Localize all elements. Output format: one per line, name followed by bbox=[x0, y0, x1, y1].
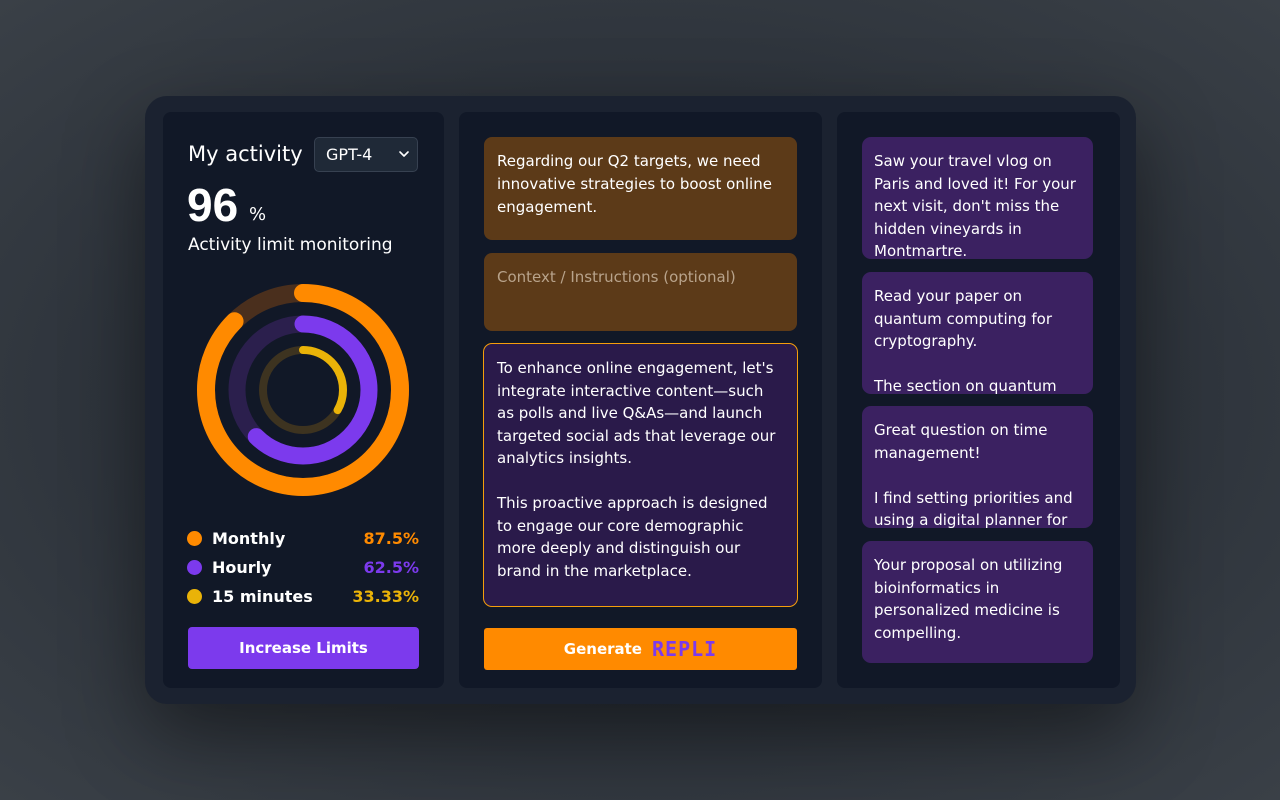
activity-percent-sign: % bbox=[249, 204, 267, 225]
message-text: I find setting priorities and using a di… bbox=[874, 488, 1073, 529]
model-select-value: GPT-4 bbox=[326, 145, 373, 164]
legend-row-hourly: Hourly 62.5% bbox=[187, 553, 419, 582]
legend-row-15-minutes: 15 minutes 33.33% bbox=[187, 582, 419, 611]
legend-label: 15 minutes bbox=[212, 587, 313, 606]
activity-percent: 96 bbox=[187, 179, 239, 231]
reply-output[interactable]: To enhance online engagement, let's inte… bbox=[483, 343, 798, 607]
message-text: Read your paper on quantum computing for… bbox=[874, 287, 1053, 350]
message-text: The section on quantum key distribution … bbox=[874, 377, 1057, 394]
activity-panel: My activity GPT-4 96 % Activity limit mo… bbox=[163, 112, 444, 688]
activity-title: My activity bbox=[188, 142, 303, 166]
chevron-down-icon bbox=[399, 151, 409, 157]
message-text: Your proposal on utilizing bioinformatic… bbox=[874, 556, 1063, 642]
legend-label: Hourly bbox=[212, 558, 272, 577]
legend-label: Monthly bbox=[212, 529, 286, 548]
legend-row-monthly: Monthly 87.5% bbox=[187, 524, 419, 553]
message-card[interactable]: Your proposal on utilizing bioinformatic… bbox=[862, 541, 1093, 663]
increase-limits-button[interactable]: Increase Limits bbox=[188, 627, 419, 669]
activity-subtitle: Activity limit monitoring bbox=[188, 235, 393, 255]
ring-arc-hourly bbox=[228, 315, 378, 465]
fifteen-minutes-dot bbox=[187, 589, 202, 604]
ring-arc-15-minutes bbox=[259, 346, 347, 434]
message-card[interactable]: Read your paper on quantum computing for… bbox=[862, 272, 1093, 394]
prompt-input[interactable]: Regarding our Q2 targets, we need innova… bbox=[484, 137, 797, 240]
composer-panel: Regarding our Q2 targets, we need innova… bbox=[459, 112, 822, 688]
activity-rings-chart bbox=[197, 284, 409, 496]
generate-button[interactable]: Generate REPLI bbox=[484, 628, 797, 670]
legend-value: 62.5% bbox=[363, 558, 419, 577]
generate-label: Generate bbox=[563, 640, 642, 658]
app-frame: My activity GPT-4 96 % Activity limit mo… bbox=[145, 96, 1136, 704]
message-text: Saw your travel vlog on Paris and loved … bbox=[874, 152, 1076, 259]
monthly-dot bbox=[187, 531, 202, 546]
message-text: Great question on time management! bbox=[874, 421, 1048, 462]
brand-logo: REPLI bbox=[651, 637, 718, 661]
activity-legend: Monthly 87.5% Hourly 62.5% 15 minutes 33… bbox=[187, 524, 419, 611]
legend-value: 87.5% bbox=[363, 529, 419, 548]
context-input[interactable]: Context / Instructions (optional) bbox=[484, 253, 797, 331]
message-card[interactable]: Saw your travel vlog on Paris and loved … bbox=[862, 137, 1093, 259]
messages-panel: Saw your travel vlog on Paris and loved … bbox=[837, 112, 1120, 688]
legend-value: 33.33% bbox=[352, 587, 419, 606]
ring-arc-monthly bbox=[197, 284, 409, 496]
message-card[interactable]: Great question on time management! I fin… bbox=[862, 406, 1093, 528]
model-select[interactable]: GPT-4 bbox=[314, 137, 418, 172]
reply-paragraph: This proactive approach is designed to e… bbox=[497, 494, 768, 580]
reply-paragraph: To enhance online engagement, let's inte… bbox=[497, 359, 776, 467]
hourly-dot bbox=[187, 560, 202, 575]
